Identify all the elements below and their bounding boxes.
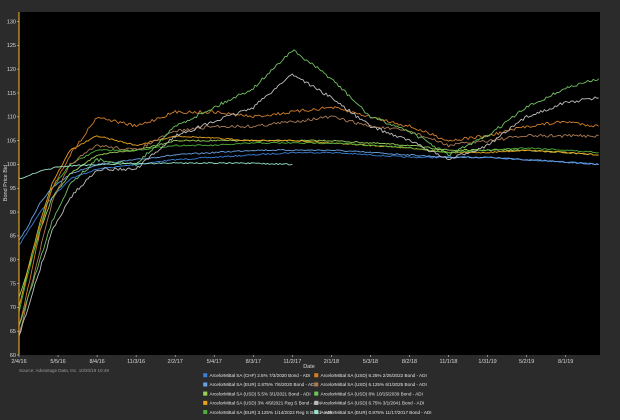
x-tick-label: 5/4/17 <box>207 359 222 365</box>
y-tick-label: 85 <box>10 234 16 240</box>
y-tick-label: 125 <box>7 43 16 49</box>
legend-entry: ArcelorMittal SA (USD) 8% 10/15/2039 Bon… <box>321 391 423 396</box>
legend: ArcelorMittal SA (CHF) 2.5% 7/3/2020 Bon… <box>202 372 432 415</box>
y-tick-label: 80 <box>10 258 16 264</box>
series-line-6 <box>18 106 599 327</box>
series-line-2 <box>18 149 599 241</box>
legend-swatch <box>313 400 319 406</box>
legend-entry: ArcelorMittal SA (USD) 3% 4/9/2021 Reg S… <box>210 401 321 406</box>
x-axis-ticks: 2/4/16 5/5/16 8/4/16 11/3/16 2/2/17 5/4/17 8/3… <box>11 355 573 365</box>
y-tick-label: 110 <box>7 115 16 121</box>
series-line-7 <box>18 115 599 338</box>
y-tick-label: 130 <box>7 19 16 25</box>
y-tick-label: 70 <box>10 305 16 311</box>
x-tick-label: 5/5/16 <box>50 359 65 365</box>
legend-entry: ArcelorMittal SA (USD) 6.125% 6/1/2025 B… <box>321 382 427 387</box>
legend-swatch <box>313 409 319 415</box>
plot-area <box>19 12 600 355</box>
x-tick-label: 8/3/17 <box>246 359 261 365</box>
series-line-9 <box>18 73 599 336</box>
x-tick-label: 2/4/16 <box>11 359 26 365</box>
y-tick-label: 90 <box>10 210 16 216</box>
x-tick-label: 1/31/19 <box>478 359 496 365</box>
x-tick-label: 11/3/16 <box>127 359 145 365</box>
legend-swatch <box>202 382 208 387</box>
y-tick-label: 95 <box>10 186 16 192</box>
series-line-10 <box>18 161 293 180</box>
x-tick-label: 11/2/17 <box>283 359 301 365</box>
x-tick-label: 8/4/16 <box>89 359 104 365</box>
legend-entry: ArcelorMittal SA (USD) 5.5% 3/1/2021 Bon… <box>210 391 311 396</box>
x-tick-label: 8/2/18 <box>402 359 417 365</box>
y-tick-label: 115 <box>7 91 16 97</box>
legend-entry: ArcelorMittal SA (USD) 6.25% 2/25/2022 B… <box>321 373 427 378</box>
legend-entry: ArcelorMittal SA (USD) 6.75% 3/1/2041 Bo… <box>321 401 425 406</box>
y-tick-label: 75 <box>10 281 16 287</box>
x-tick-label: 2/1/18 <box>324 359 339 365</box>
legend-swatch <box>202 391 208 397</box>
x-tick-label: 11/1/18 <box>440 359 458 365</box>
legend-entry: ArcelorMittal SA (EUR) 0.875% 11/17/2017… <box>321 410 432 415</box>
y-tick-label: 105 <box>7 138 16 144</box>
y-tick-label: 65 <box>10 329 16 335</box>
x-tick-label: 5/3/18 <box>363 359 378 365</box>
x-axis-label: Date <box>303 364 315 370</box>
legend-entry: ArcelorMittal SA (CHF) 2.5% 7/3/2020 Bon… <box>210 373 311 378</box>
legend-swatch <box>202 400 208 406</box>
x-tick-label: 5/2/19 <box>519 359 534 365</box>
legend-swatch <box>202 409 208 415</box>
x-tick-label: 2/2/17 <box>168 359 183 365</box>
legend-swatch <box>313 372 319 378</box>
x-tick-label: 8/1/19 <box>558 359 573 365</box>
y-axis-label: Bond Price Bid <box>3 165 9 201</box>
y-axis-ticks: 60 65 70 75 80 85 90 95 100 105 110 115 120 125 130 <box>7 19 19 359</box>
legend-swatch <box>313 391 319 397</box>
series-layer <box>18 49 600 338</box>
series-line-5 <box>18 141 599 313</box>
y-tick-label: 60 <box>10 353 16 359</box>
legend-swatch <box>313 382 319 387</box>
legend-entry: ArcelorMittal SA (EUR) 3.125% 1/14/2022 … <box>210 410 333 415</box>
series-line-8 <box>18 49 600 326</box>
y-tick-label: 120 <box>7 67 16 73</box>
legend-swatch <box>202 372 208 378</box>
legend-entry: ArcelorMittal SA (EUR) 2.875% 7/6/2020 B… <box>210 382 316 387</box>
source-note: Source: Advantage Data, Inc. 10/20/19 10… <box>19 368 109 373</box>
series-line-4 <box>18 135 599 307</box>
y-tick-label: 100 <box>7 162 16 168</box>
